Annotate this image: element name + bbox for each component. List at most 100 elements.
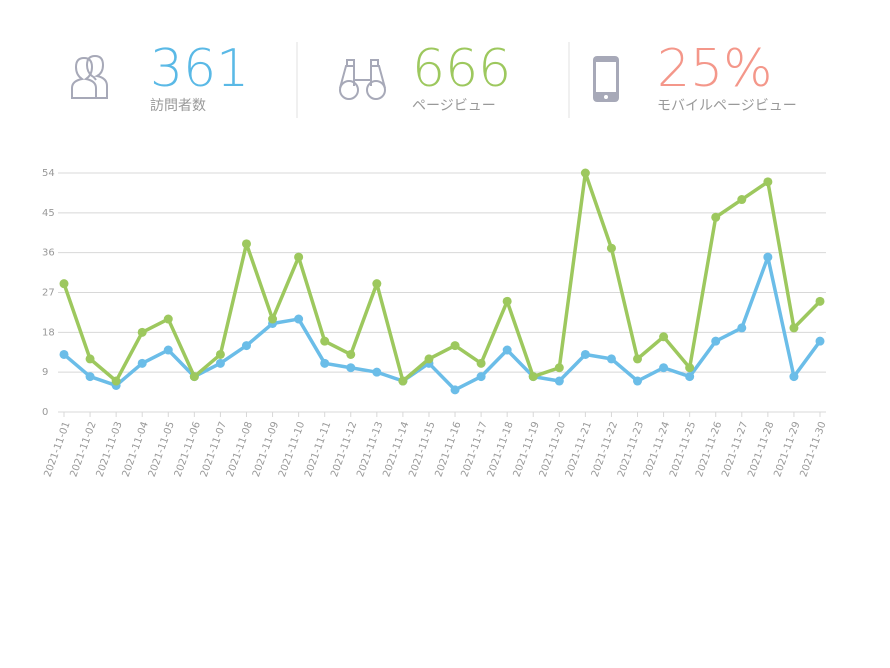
data-point [111,376,121,386]
phone-icon [593,56,619,102]
data-point [580,168,590,178]
x-tick-label: 2021-11-03 [95,420,125,478]
data-point [502,296,512,306]
x-tick-label: 2021-11-04 [121,420,151,478]
data-point [372,367,382,377]
data-point [372,279,382,289]
x-tick-label: 2021-11-10 [277,420,307,478]
data-point [685,372,695,382]
stat-value: 25% [657,39,773,99]
data-point [737,323,747,333]
x-tick-label: 2021-11-02 [68,420,98,478]
series-line [62,255,822,392]
data-point [137,327,147,337]
data-point [215,358,225,368]
data-point [763,177,773,187]
y-tick-label: 9 [42,367,48,378]
data-point [215,349,225,359]
data-point [320,358,330,368]
data-point [320,336,330,346]
data-point [815,336,825,346]
data-point [606,354,616,364]
x-tick-label: 2021-11-25 [668,420,698,478]
data-point [763,252,773,262]
data-point [554,363,564,373]
data-point [163,345,173,355]
x-tick-label: 2021-11-24 [642,420,672,478]
x-tick-label: 2021-11-18 [486,420,516,478]
x-tick-label: 2021-11-21 [564,420,594,478]
x-tick-label: 2021-11-17 [460,420,490,478]
x-tick-label: 2021-11-27 [720,420,750,478]
x-tick-label: 2021-11-05 [147,420,177,478]
stat-label: 訪問者数 [150,98,206,114]
data-point [737,195,747,205]
data-point [398,376,408,386]
data-point [633,354,643,364]
stat-label: モバイルページビュー [657,98,797,114]
x-tick-label: 2021-11-30 [798,420,828,478]
data-point [580,349,590,359]
data-point [450,385,460,395]
data-point [606,243,616,253]
data-point [346,349,356,359]
data-point [476,358,486,368]
x-tick-label: 2021-11-23 [616,420,646,478]
data-point [59,279,69,289]
x-tick-label: 2021-11-11 [303,420,333,478]
binoculars-icon [339,59,386,100]
stat-value: 361 [150,39,249,99]
data-point [659,332,669,342]
x-tick-label: 2021-11-14 [381,420,411,478]
data-point [450,341,460,351]
data-point [633,376,643,386]
data-point [502,345,512,355]
stat-value: 666 [412,39,511,99]
y-tick-label: 54 [42,168,55,179]
x-tick-label: 2021-11-12 [329,420,359,478]
stat-label: ページビュー [412,98,496,114]
data-point [163,314,173,324]
data-point [554,376,564,386]
data-point [424,354,434,364]
data-point [85,372,95,382]
data-point [59,349,69,359]
data-point [659,363,669,373]
data-point [294,252,304,262]
data-point [241,341,251,351]
x-tick-label: 2021-11-29 [772,420,802,478]
x-tick-label: 2021-11-06 [173,420,203,478]
y-tick-label: 0 [42,407,48,418]
x-tick-label: 2021-11-28 [746,420,776,478]
data-point [294,314,304,324]
visitors-icon [71,54,108,99]
x-tick-label: 2021-11-19 [512,420,542,478]
data-point [189,372,199,382]
y-tick-label: 45 [42,208,55,219]
data-point [789,372,799,382]
x-tick-label: 2021-11-08 [225,420,255,478]
x-tick-label: 2021-11-20 [538,420,568,478]
data-point [711,212,721,222]
x-tick-label: 2021-11-22 [590,420,620,478]
data-point [85,354,95,364]
y-tick-label: 36 [42,248,55,259]
x-tick-label: 2021-11-07 [199,420,229,478]
x-tick-label: 2021-11-26 [694,420,724,478]
data-point [346,363,356,373]
data-point [137,358,147,368]
data-point [268,314,278,324]
data-point [711,336,721,346]
x-tick-label: 2021-11-15 [407,420,437,478]
x-tick-label: 2021-11-01 [42,420,72,478]
data-point [476,372,486,382]
y-tick-label: 18 [42,327,55,338]
series-line [62,171,822,383]
x-tick-label: 2021-11-09 [251,420,281,478]
y-tick-label: 27 [42,288,55,299]
data-point [685,363,695,373]
data-point [241,239,251,249]
x-tick-label: 2021-11-13 [355,420,385,478]
